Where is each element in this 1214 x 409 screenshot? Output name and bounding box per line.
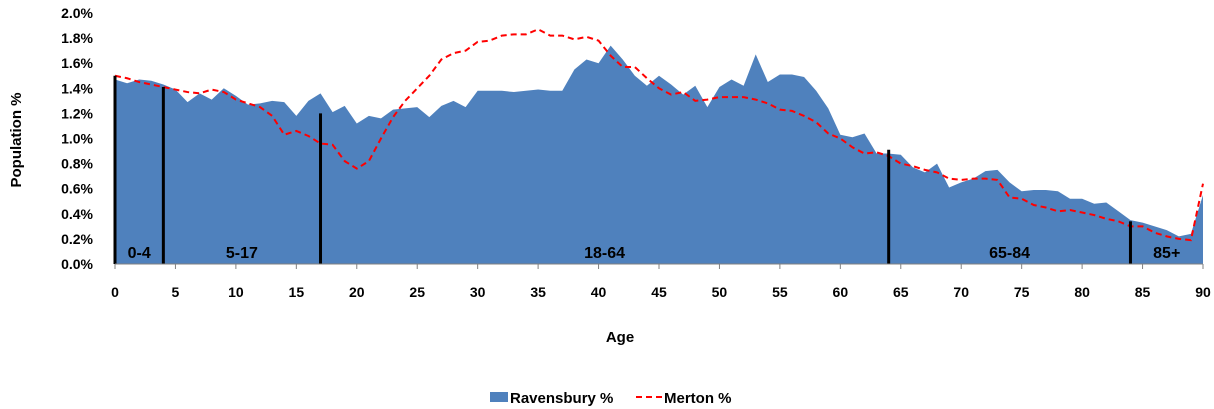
- legend: Ravensbury % Merton %: [490, 390, 732, 407]
- x-tick-label: 20: [349, 284, 365, 300]
- y-tick-label: 2.0%: [61, 5, 93, 21]
- x-axis-ticks: 0 5 10 15 20 25 30 35 40 45 50 55 60 65 70 75 80 85 90: [111, 264, 1211, 300]
- x-tick-label: 85: [1135, 284, 1151, 300]
- x-axis-title: Age: [606, 329, 634, 346]
- y-tick-label: 1.0%: [61, 131, 93, 147]
- y-tick-label: 0.0%: [61, 256, 93, 272]
- y-tick-label: 1.6%: [61, 55, 93, 71]
- legend-label-merton: Merton %: [664, 390, 732, 407]
- y-axis-ticks: 0.0% 0.2% 0.4% 0.6% 0.8% 1.0% 1.2% 1.4% 1.6% 1.8%…: [61, 5, 93, 272]
- x-tick-label: 40: [591, 284, 607, 300]
- y-tick-label: 0.6%: [61, 181, 93, 197]
- age-band-label: 5-17: [226, 245, 258, 262]
- series-area-ravensbury: [115, 45, 1203, 264]
- y-tick-label: 1.2%: [61, 105, 93, 121]
- age-band-label: 65-84: [989, 245, 1030, 262]
- y-tick-label: 0.2%: [61, 231, 93, 247]
- age-band-label: 85+: [1153, 245, 1180, 262]
- legend-label-ravensbury: Ravensbury %: [510, 390, 613, 407]
- y-tick-label: 0.8%: [61, 156, 93, 172]
- legend-swatch-ravensbury: [490, 392, 508, 402]
- x-tick-label: 60: [833, 284, 849, 300]
- age-band-label: 0-4: [128, 245, 151, 262]
- x-tick-label: 25: [409, 284, 425, 300]
- age-band-label: 18-64: [584, 245, 625, 262]
- x-tick-label: 35: [530, 284, 546, 300]
- x-tick-label: 30: [470, 284, 486, 300]
- x-tick-label: 45: [651, 284, 667, 300]
- x-tick-label: 5: [172, 284, 180, 300]
- x-tick-label: 70: [953, 284, 969, 300]
- x-tick-label: 55: [772, 284, 788, 300]
- x-tick-label: 10: [228, 284, 244, 300]
- y-tick-label: 1.8%: [61, 30, 93, 46]
- x-tick-label: 90: [1195, 284, 1211, 300]
- y-axis-title: Population %: [8, 93, 25, 188]
- x-tick-label: 15: [289, 284, 305, 300]
- y-tick-label: 0.4%: [61, 206, 93, 222]
- plot-area: 0-4 5-17 18-64 65-84 85+: [113, 28, 1204, 265]
- x-tick-label: 75: [1014, 284, 1030, 300]
- y-tick-label: 1.4%: [61, 80, 93, 96]
- series-line-merton: [114, 28, 1204, 242]
- x-tick-label: 50: [712, 284, 728, 300]
- x-tick-label: 65: [893, 284, 909, 300]
- x-tick-label: 80: [1074, 284, 1090, 300]
- x-tick-label: 0: [111, 284, 119, 300]
